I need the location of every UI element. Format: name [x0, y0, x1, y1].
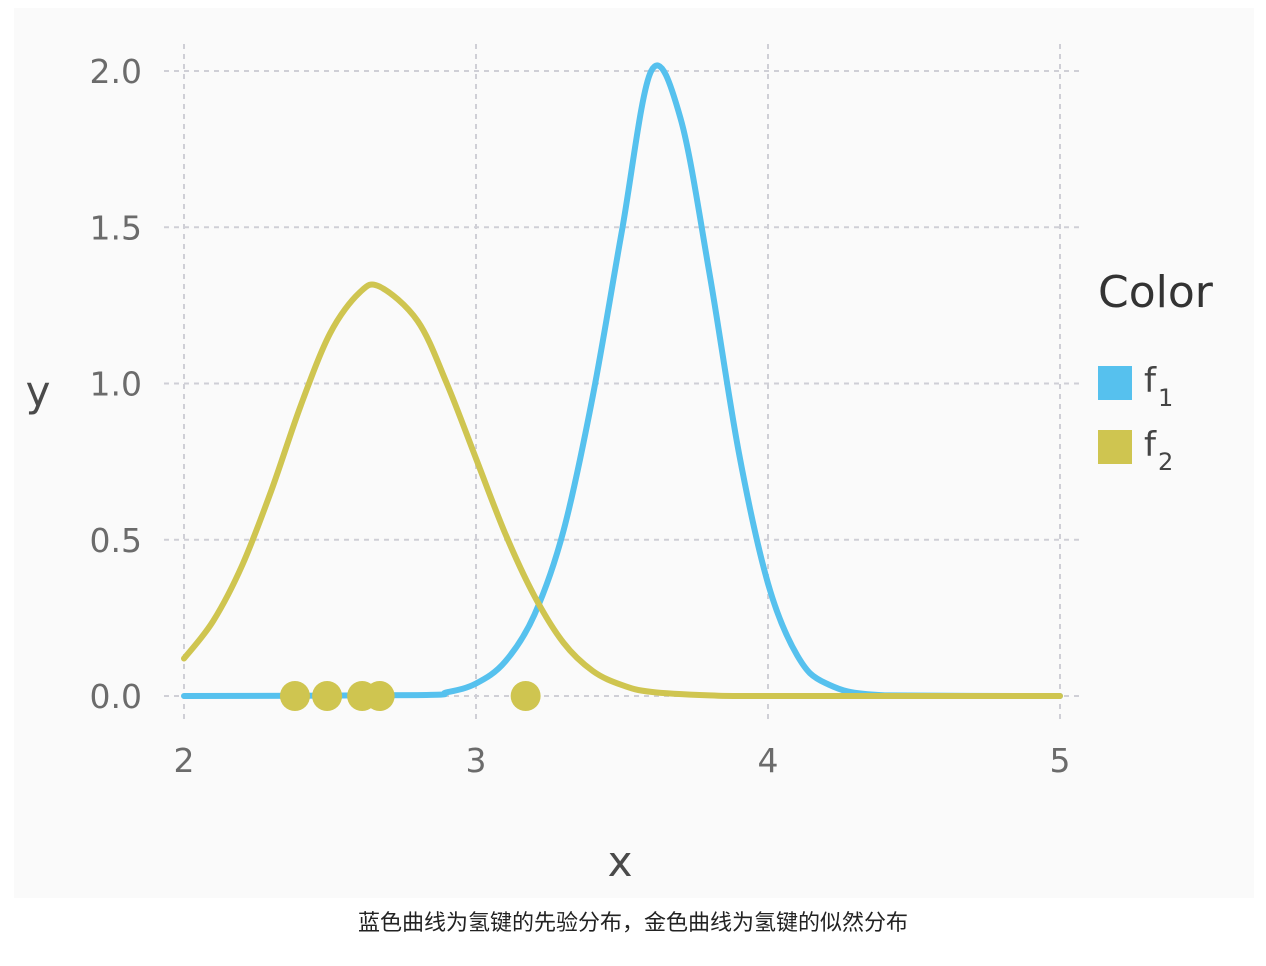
y-tick-label: 1.0	[90, 365, 142, 404]
y-tick-label: 0.5	[90, 521, 142, 560]
legend-entry-2: f2	[1098, 425, 1173, 476]
data-point	[279, 681, 310, 711]
legend-label-subscript: 1	[1158, 384, 1173, 412]
x-tick-label: 2	[174, 741, 195, 780]
series-group	[181, 62, 1063, 700]
x-tick-labels: 2 3 4 5	[174, 741, 1071, 780]
legend-entry-1: f1	[1098, 361, 1173, 412]
legend-label-subscript: 2	[1158, 448, 1173, 476]
legend-label: f2	[1144, 425, 1173, 476]
legend-label-base: f	[1144, 361, 1157, 401]
legend-label: f1	[1144, 361, 1173, 412]
grid	[164, 44, 1082, 724]
legend-swatch	[1098, 430, 1132, 464]
points-group	[279, 681, 541, 711]
series-line-2	[181, 281, 1063, 700]
x-tick-label: 5	[1050, 741, 1071, 780]
data-point	[510, 681, 541, 711]
x-tick-label: 3	[466, 741, 487, 780]
series-line-1	[181, 62, 1063, 699]
x-tick-label: 4	[758, 741, 779, 780]
y-tick-label: 0.0	[90, 677, 142, 716]
y-tick-label: 2.0	[90, 52, 142, 91]
figure-caption: 蓝色曲线为氢键的先验分布，金色曲线为氢键的似然分布	[357, 911, 908, 936]
data-point	[364, 681, 395, 711]
legend-swatch	[1098, 366, 1132, 400]
y-axis-title: y	[26, 367, 51, 416]
x-axis-title: x	[608, 837, 633, 886]
data-point	[312, 681, 343, 711]
y-tick-label: 1.5	[90, 208, 142, 247]
legend-label-base: f	[1144, 425, 1157, 465]
legend-title: Color	[1098, 267, 1214, 318]
y-tick-labels: 0.0 0.5 1.0 1.5 2.0	[90, 52, 142, 716]
